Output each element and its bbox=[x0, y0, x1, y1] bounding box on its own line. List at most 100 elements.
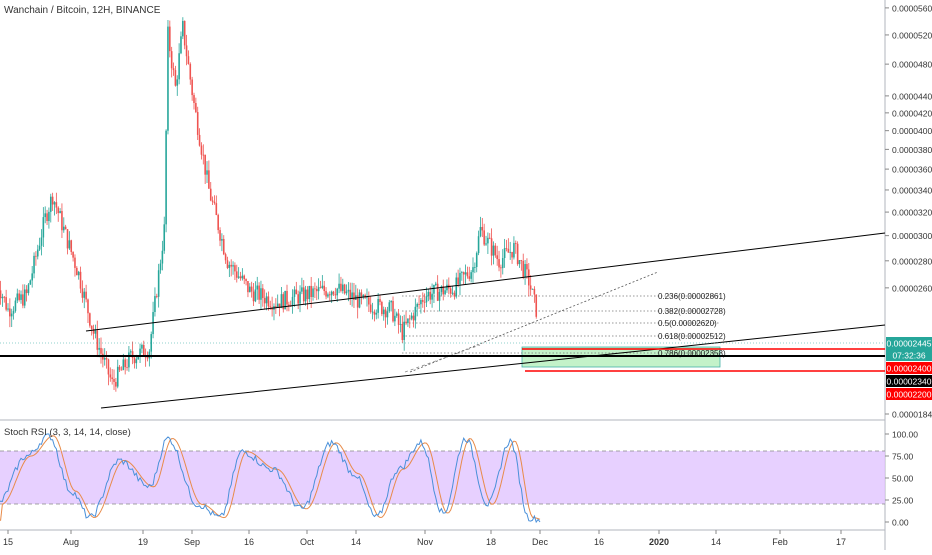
candle-body bbox=[157, 270, 160, 297]
candle-body bbox=[232, 265, 234, 267]
candle-body bbox=[122, 359, 125, 370]
candle-body bbox=[263, 297, 266, 304]
candle-body bbox=[349, 289, 352, 299]
candle-body bbox=[429, 291, 432, 300]
candle-body bbox=[356, 295, 359, 308]
candle-body bbox=[410, 315, 413, 319]
candle-body bbox=[94, 330, 97, 334]
candle-body bbox=[310, 285, 312, 298]
candle-body bbox=[293, 289, 296, 297]
candle-body bbox=[42, 217, 45, 238]
candle-body bbox=[174, 70, 177, 86]
price-tick-label: 0.00001840 bbox=[892, 410, 932, 420]
time-tick-label: Aug bbox=[63, 537, 79, 547]
candle-body bbox=[131, 351, 134, 358]
candle-body bbox=[347, 289, 350, 292]
candle-body bbox=[211, 200, 214, 202]
candle-body bbox=[269, 306, 272, 308]
candle-body bbox=[219, 230, 221, 241]
candle-body bbox=[291, 296, 294, 307]
candle-body bbox=[83, 291, 86, 298]
candle-body bbox=[514, 243, 517, 244]
candle-body bbox=[472, 267, 474, 273]
candle-body bbox=[418, 304, 420, 305]
candle-body bbox=[373, 311, 376, 315]
candle-body bbox=[51, 196, 54, 205]
fib-level-label: 0.618(0.00002512) bbox=[658, 332, 726, 341]
candle-body bbox=[503, 248, 506, 259]
candle-body bbox=[198, 134, 201, 146]
candle-body bbox=[16, 293, 19, 301]
candle-body bbox=[317, 287, 320, 292]
candle-body bbox=[55, 202, 58, 208]
candle-body bbox=[275, 305, 277, 307]
fib-level-label: 0.786(0.00002358) bbox=[658, 349, 726, 358]
candle-body bbox=[191, 79, 193, 96]
candle-body bbox=[511, 251, 513, 258]
candle-body bbox=[70, 240, 73, 252]
candle-body bbox=[7, 308, 9, 310]
candle-body bbox=[289, 306, 292, 307]
candle-body bbox=[249, 286, 251, 293]
candle-body bbox=[433, 284, 435, 294]
candle-body bbox=[528, 269, 530, 286]
candle-body bbox=[340, 283, 342, 291]
candle-body bbox=[183, 20, 186, 46]
candle-body bbox=[247, 281, 249, 293]
candle-body bbox=[369, 304, 372, 312]
candle-body bbox=[107, 359, 110, 375]
time-tick-label: Nov bbox=[417, 537, 434, 547]
time-tick-label: Dec bbox=[532, 537, 549, 547]
candle-body bbox=[498, 259, 500, 268]
candle-body bbox=[139, 348, 141, 357]
candle-body bbox=[74, 257, 76, 268]
candle-body bbox=[315, 289, 318, 292]
candle-body bbox=[427, 291, 430, 297]
candle-body bbox=[280, 294, 283, 309]
stoch-k-line bbox=[0, 433, 541, 524]
candle-body bbox=[416, 304, 418, 307]
candle-body bbox=[196, 112, 199, 135]
candle-body bbox=[146, 357, 149, 359]
candle-body bbox=[46, 213, 48, 222]
candle-body bbox=[481, 226, 484, 231]
candle-body bbox=[485, 243, 487, 245]
candle-body bbox=[459, 272, 461, 285]
candle-body bbox=[124, 359, 126, 368]
candle-body bbox=[412, 315, 415, 321]
stoch-d-line bbox=[0, 435, 541, 521]
candle-body bbox=[379, 299, 381, 302]
candle-body bbox=[241, 275, 244, 279]
candle-body bbox=[381, 301, 383, 315]
candle-body bbox=[529, 285, 532, 290]
price-tag-label: 07:32:36 bbox=[892, 351, 925, 361]
indicator-tick-label: 50.00 bbox=[892, 474, 914, 484]
candle-body bbox=[421, 300, 424, 302]
candle-body bbox=[505, 248, 508, 249]
candle-body bbox=[165, 130, 167, 225]
candle-body bbox=[148, 351, 151, 359]
candle-body bbox=[113, 379, 115, 382]
candle-body bbox=[284, 290, 286, 310]
candle-body bbox=[397, 313, 400, 325]
candle-body bbox=[18, 293, 20, 300]
candle-body bbox=[213, 201, 216, 204]
candle-body bbox=[394, 315, 396, 322]
candle-body bbox=[522, 260, 525, 277]
time-tick-label: 15 bbox=[3, 537, 13, 547]
candle-body bbox=[61, 211, 63, 231]
candle-body bbox=[282, 294, 285, 310]
candle-body bbox=[245, 279, 247, 282]
candle-body bbox=[260, 288, 262, 300]
candle-body bbox=[509, 251, 511, 253]
candle-body bbox=[345, 291, 348, 294]
candle-body bbox=[308, 285, 311, 300]
candle-body bbox=[235, 271, 238, 278]
candle-body bbox=[100, 347, 102, 354]
candle-body bbox=[438, 291, 441, 301]
time-tick-label: 14 bbox=[711, 537, 721, 547]
candle-body bbox=[170, 51, 173, 69]
candle-body bbox=[72, 251, 74, 258]
candle-body bbox=[85, 291, 87, 300]
